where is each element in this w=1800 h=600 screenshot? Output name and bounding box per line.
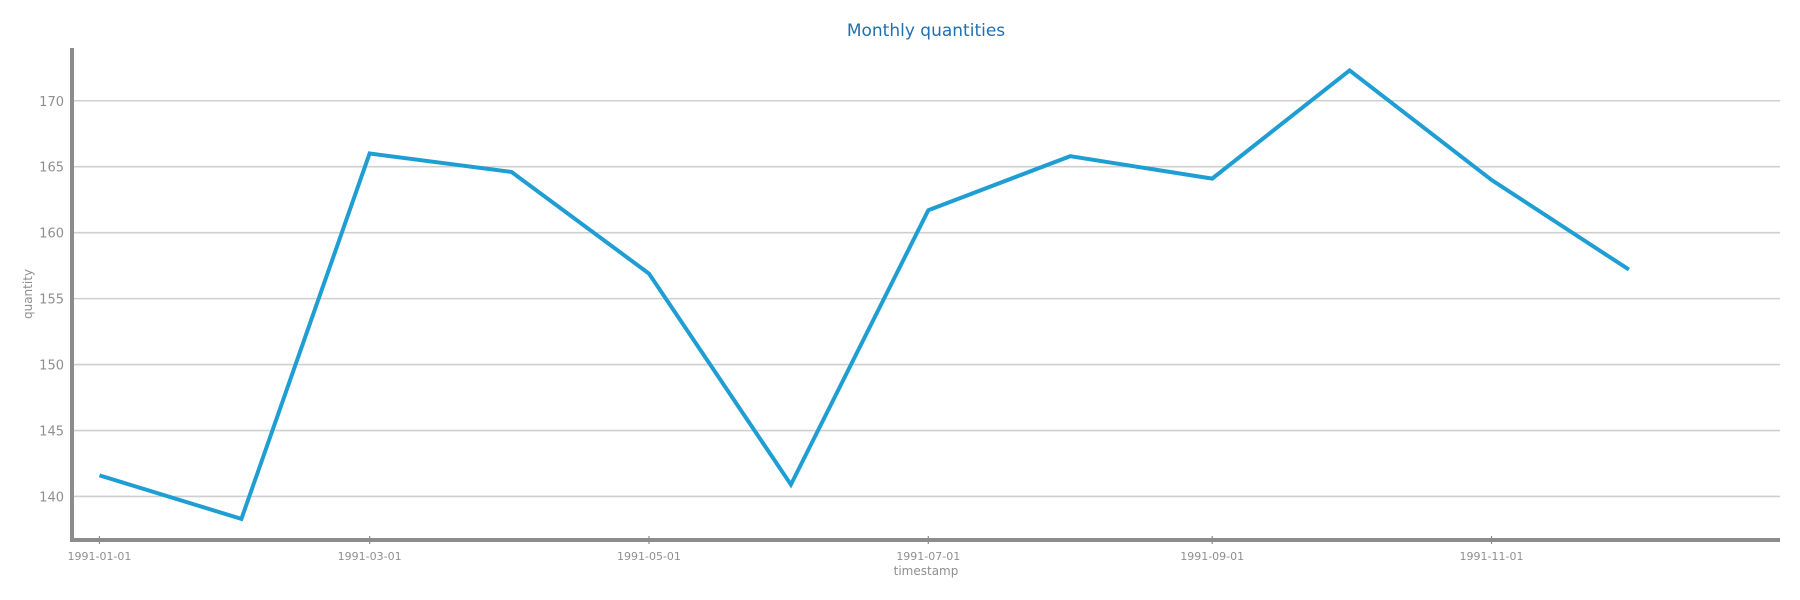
y-tick-label: 150	[39, 359, 64, 374]
series-line-1	[98, 67, 1630, 522]
x-tick-label: 1991-01-01	[68, 550, 132, 563]
chart-title: Monthly quantities	[847, 21, 1005, 41]
y-tick-label: 170	[39, 95, 64, 110]
x-tick-label: 1991-07-01	[896, 550, 960, 563]
y-tick-label: 140	[39, 490, 64, 505]
y-tick-label: 145	[39, 425, 64, 440]
tick-labels: 140 145 150 155 160 165 170 1991-01-01 1991-03-0…	[39, 95, 1523, 563]
axes	[70, 48, 1780, 542]
y-tick-label: 155	[39, 293, 64, 308]
y-tick-label: 160	[39, 227, 64, 242]
x-tick-label: 1991-09-01	[1180, 550, 1244, 563]
y-axis-label: quantity	[21, 269, 35, 319]
series-layer	[98, 67, 1630, 522]
y-tick-label: 165	[39, 161, 64, 176]
x-tick-label: 1991-05-01	[617, 550, 681, 563]
grid-lines	[72, 99, 1780, 498]
x-tick-label: 1991-03-01	[338, 550, 402, 563]
x-axis-label: timestamp	[894, 564, 959, 578]
tick-marks	[98, 536, 1493, 544]
x-tick-label: 1991-11-01	[1460, 550, 1524, 563]
